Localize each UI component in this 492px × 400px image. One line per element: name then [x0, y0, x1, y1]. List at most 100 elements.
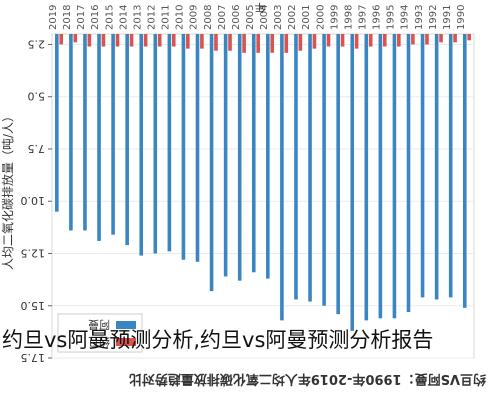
- y-tick-label: 2.5: [28, 37, 46, 50]
- bar-oman-1998: [350, 34, 355, 331]
- chart-title: 约旦VS阿曼：1990年-2019年人均二氧化碳排放量趋势对比: [129, 371, 486, 387]
- bar-jordan-2006: [242, 34, 246, 53]
- bar-oman-2005: [251, 34, 256, 273]
- bar-oman-2012: [153, 34, 158, 254]
- bar-oman-2001: [308, 34, 312, 302]
- bars: [55, 34, 471, 331]
- x-tick-label: 1992: [428, 5, 439, 30]
- bar-jordan-1996: [382, 34, 387, 47]
- bar-oman-1997: [364, 34, 369, 321]
- bar-jordan-2015: [115, 34, 120, 47]
- y-axis: 17.5 15.0 12.5 10.0 7.5 5.0 2.5: [21, 37, 52, 364]
- bar-oman-2016: [97, 34, 101, 241]
- bar-jordan-2004: [270, 34, 275, 53]
- x-tick-label: 1996: [372, 5, 383, 30]
- x-tick-label: 2013: [132, 5, 143, 30]
- bar-jordan-2013: [143, 34, 148, 47]
- bar-jordan-2018: [73, 34, 78, 43]
- bar-jordan-1993: [425, 34, 429, 45]
- bar-jordan-2008: [214, 34, 218, 51]
- x-tick-label: 2012: [147, 5, 158, 30]
- bar-oman-2008: [209, 34, 214, 292]
- bar-oman-2013: [139, 34, 144, 256]
- bar-jordan-2007: [228, 34, 232, 51]
- x-tick-label: 2009: [189, 5, 200, 30]
- bar-oman-2007: [223, 34, 228, 277]
- x-tick-label: 2018: [62, 5, 73, 30]
- bar-jordan-2002: [298, 34, 303, 51]
- bar-oman-2018: [69, 34, 73, 231]
- bar-oman-2017: [83, 34, 87, 231]
- bar-jordan-1990: [467, 34, 471, 41]
- plot-area: [51, 33, 475, 359]
- bar-oman-2014: [125, 34, 129, 246]
- x-tick-label: 2016: [90, 5, 101, 30]
- bar-oman-2009: [195, 34, 200, 262]
- x-tick-label: 2019: [48, 5, 59, 30]
- bar-oman-1990: [462, 34, 467, 308]
- legend-label: 阿曼: [88, 318, 110, 331]
- x-tick-label: 2001: [301, 5, 312, 30]
- bar-oman-2006: [237, 34, 242, 281]
- caption-text: 约旦vs阿曼预测分析,约旦vs阿曼预测分析报告: [2, 328, 434, 352]
- x-tick-label: 2011: [161, 5, 172, 30]
- x-tick-label: 2000: [315, 5, 326, 30]
- grid-lines: [52, 43, 474, 359]
- x-tick-label: 2005: [245, 5, 256, 30]
- bar-jordan-1997: [368, 34, 373, 47]
- bar-oman-1994: [406, 34, 411, 313]
- bar-jordan-2012: [157, 34, 162, 47]
- bar-oman-2010: [181, 34, 186, 260]
- x-tick-label: 1991: [442, 5, 453, 30]
- x-tick-label: 2004: [259, 5, 270, 30]
- y-tick-label: 10.0: [21, 194, 46, 207]
- x-tick-label: 1990: [456, 5, 467, 30]
- y-axis-label: 人均二氧化碳排放量（吨/人）: [0, 110, 15, 270]
- bar-jordan-2010: [186, 34, 190, 49]
- bar-jordan-2016: [101, 34, 106, 47]
- bar-jordan-1998: [354, 34, 359, 49]
- x-tick-label: 1995: [386, 5, 397, 30]
- x-tick-label: 2003: [273, 5, 284, 30]
- bar-oman-1991: [448, 34, 453, 298]
- y-tick-label: 17.5: [21, 351, 46, 364]
- x-tick-label: 2015: [104, 5, 115, 30]
- bar-jordan-2003: [284, 34, 289, 53]
- bar-oman-1996: [378, 34, 383, 319]
- x-tick-label: 2006: [231, 5, 242, 30]
- bar-jordan-2001: [312, 34, 317, 49]
- bar-oman-1999: [336, 34, 340, 315]
- bar-jordan-1991: [453, 34, 457, 43]
- y-tick-label: 7.5: [28, 142, 46, 155]
- bar-oman-2004: [266, 34, 270, 279]
- bar-oman-2003: [280, 34, 284, 321]
- x-tick-label: 1998: [343, 5, 354, 30]
- bar-jordan-2017: [87, 34, 92, 47]
- x-tick-label: 1994: [400, 5, 411, 30]
- x-tick-label: 2002: [287, 5, 298, 30]
- bar-oman-1995: [392, 34, 397, 319]
- x-tick-label: 1997: [358, 5, 369, 30]
- x-axis-label: 年: [255, 1, 266, 15]
- bar-jordan-2000: [326, 34, 331, 47]
- bar-oman-1992: [434, 34, 439, 300]
- legend-label: 约旦: [88, 335, 110, 348]
- bar-jordan-2005: [256, 34, 260, 53]
- bar-oman-1993: [420, 34, 425, 298]
- bar-jordan-2009: [200, 34, 204, 49]
- bar-oman-2019: [55, 34, 59, 212]
- bar-jordan-1995: [397, 34, 401, 47]
- legend-swatch: [116, 321, 136, 329]
- bar-oman-2011: [167, 34, 172, 252]
- bar-oman-2002: [294, 34, 298, 300]
- x-tick-label: 1999: [329, 5, 340, 30]
- bar-jordan-1999: [340, 34, 345, 47]
- bar-jordan-2014: [129, 34, 134, 47]
- bar-jordan-2011: [171, 34, 176, 47]
- x-tick-label: 2010: [175, 5, 186, 30]
- bar-oman-2015: [111, 34, 115, 235]
- bar-jordan-2019: [59, 34, 64, 45]
